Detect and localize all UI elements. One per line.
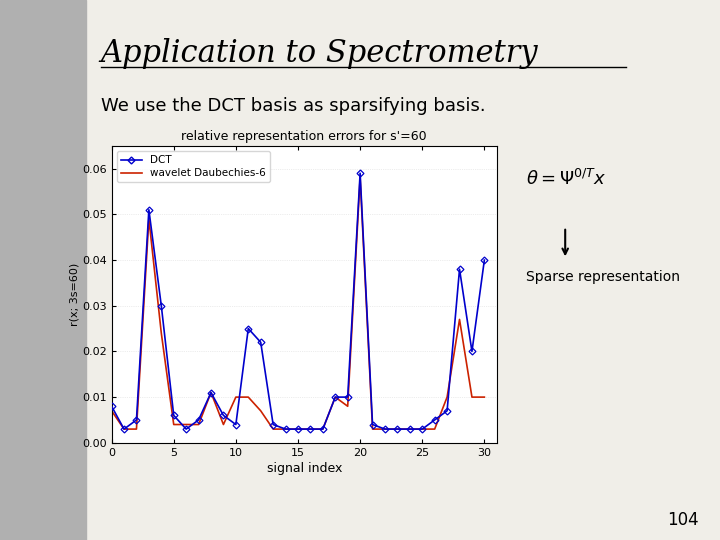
Text: We use the DCT basis as sparsifying basis.: We use the DCT basis as sparsifying basi… (101, 97, 485, 115)
Text: Application to Spectrometry: Application to Spectrometry (101, 38, 539, 69)
Title: relative representation errors for s'=60: relative representation errors for s'=60 (181, 130, 427, 143)
Text: 104: 104 (667, 511, 698, 529)
Text: Sparse representation: Sparse representation (526, 270, 680, 284)
Y-axis label: r(x; 3s=60): r(x; 3s=60) (69, 262, 79, 326)
Text: $\theta = \Psi^{0/T} x$: $\theta = \Psi^{0/T} x$ (526, 169, 606, 189)
Legend: DCT, wavelet Daubechies-6: DCT, wavelet Daubechies-6 (117, 151, 270, 183)
Bar (0, 0, 86, 540)
X-axis label: signal index: signal index (266, 462, 342, 475)
